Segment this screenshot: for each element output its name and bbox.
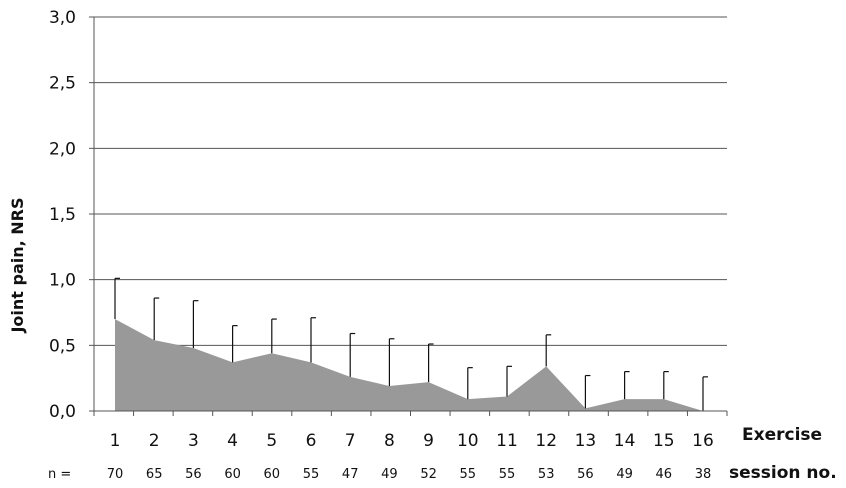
axes (89, 16, 728, 416)
x-tick-label: 10 (457, 431, 479, 451)
error-bar (349, 332, 356, 377)
n-value-label: 47 (342, 467, 359, 482)
error-bar (271, 318, 277, 354)
y-tick-label: 0,5 (49, 336, 76, 356)
n-value-label: 70 (107, 467, 124, 482)
y-tick-label: 3,0 (49, 8, 76, 28)
n-labels: 70 65 56 60 60 55 47 49 52 55 55 53 56 49 46 38 (107, 467, 712, 482)
x-tick-label: 8 (384, 431, 395, 451)
error-bar (506, 365, 512, 397)
n-value-label: 65 (146, 467, 163, 482)
x-tick-label: 15 (653, 431, 675, 451)
y-axis-title: Joint pain, NRS (8, 197, 27, 333)
x-axis-title-line2: session no. (729, 463, 837, 483)
n-value-label: 60 (264, 467, 281, 482)
n-value-label: 55 (460, 467, 477, 482)
x-tick-label: 5 (266, 431, 277, 451)
x-tick-label: 12 (535, 431, 557, 451)
x-tick-label: 1 (110, 431, 121, 451)
x-tick-label: 7 (345, 431, 356, 451)
x-tick-label: 16 (692, 431, 714, 451)
error-bar (584, 374, 591, 409)
y-tick-label: 2,5 (49, 74, 76, 94)
x-tick-label: 4 (227, 431, 238, 451)
n-value-label: 53 (538, 467, 555, 482)
error-bar (545, 334, 552, 367)
error-bar (114, 277, 120, 320)
error-bar (192, 300, 199, 348)
n-prefix: n = (48, 467, 71, 482)
error-bar (623, 371, 630, 400)
error-bar (153, 297, 160, 341)
x-tick-labels: 1 2 3 4 5 6 7 8 9 10 11 12 13 14 15 16 (110, 431, 714, 451)
n-value-label: 38 (695, 467, 712, 482)
x-tick-label: 14 (614, 431, 636, 451)
n-value-label: 56 (577, 467, 594, 482)
error-bars (114, 277, 708, 411)
y-tick-labels: 0,0 0,5 1,0 1,5 2,0 2,5 3,0 (49, 8, 76, 422)
error-bar (467, 367, 473, 400)
error-bar (428, 343, 434, 383)
n-value-label: 46 (656, 467, 673, 482)
error-bar (310, 317, 316, 363)
x-tick-label: 13 (575, 431, 597, 451)
x-tick-label: 6 (306, 431, 317, 451)
x-tick-label: 2 (149, 431, 160, 451)
area-series (115, 319, 703, 411)
grid-lines (94, 16, 727, 346)
area-fill (115, 319, 703, 411)
error-bar (232, 325, 238, 363)
y-tick-label: 1,5 (49, 205, 76, 225)
n-value-label: 55 (303, 467, 320, 482)
y-tick-label: 2,0 (49, 139, 76, 159)
n-value-label: 60 (224, 467, 241, 482)
n-value-label: 49 (616, 467, 633, 482)
n-value-label: 49 (381, 467, 398, 482)
x-tick-label: 11 (496, 431, 518, 451)
error-bar (663, 371, 669, 400)
y-tick-label: 1,0 (49, 271, 76, 291)
y-tick-label: 0,0 (49, 402, 76, 422)
x-tick-label: 3 (188, 431, 199, 451)
n-value-label: 52 (420, 467, 437, 482)
n-value-label: 55 (499, 467, 516, 482)
x-tick-label: 9 (423, 431, 434, 451)
x-axis-title-line1: Exercise (742, 425, 822, 445)
n-value-label: 56 (185, 467, 202, 482)
error-bar (388, 338, 395, 387)
error-bar (702, 376, 708, 411)
